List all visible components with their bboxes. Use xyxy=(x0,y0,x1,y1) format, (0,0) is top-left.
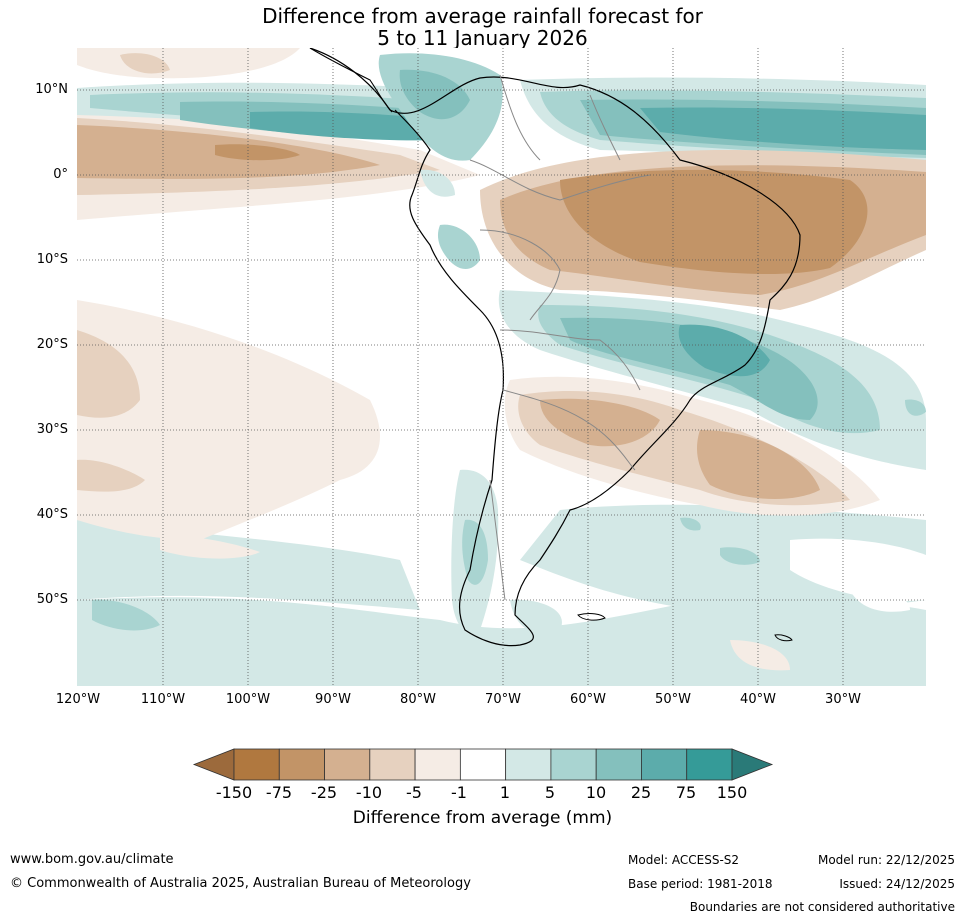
lon-label-60w: 60°W xyxy=(570,692,606,707)
central-america-coastline xyxy=(309,48,393,113)
footer-issued: Issued: 24/12/2025 xyxy=(839,877,955,891)
footer-model-run: Model run: 22/12/2025 xyxy=(817,853,955,867)
lon-label-70w: 70°W xyxy=(485,692,521,707)
footer-base-period: Base period: 1981-2018 xyxy=(628,877,773,891)
colorbar-swatch xyxy=(324,748,371,781)
lon-label-120w: 120°W xyxy=(55,692,101,707)
map-gridlines xyxy=(77,48,926,686)
lat-label-30s: 30°S xyxy=(36,422,68,437)
lon-label-80w: 80°W xyxy=(400,692,436,707)
anomaly-region-se-pacific-dry xyxy=(77,300,380,540)
colorbar-swatch xyxy=(369,748,416,781)
colorbar-arrow-high xyxy=(731,748,774,781)
colorbar-swatch xyxy=(550,748,597,781)
colorbar-arrow-low xyxy=(192,748,235,781)
colorbar-swatch xyxy=(233,748,280,781)
colorbar-swatch xyxy=(459,748,507,781)
footer-disclaimer: Boundaries are not considered authoritat… xyxy=(689,900,955,914)
footer-model: Model: ACCESS-S2 xyxy=(628,853,740,867)
lon-label-100w: 100°W xyxy=(225,692,271,707)
colorbar-swatch xyxy=(641,748,688,781)
colorbar xyxy=(192,748,774,781)
lat-label-10n: 10°N xyxy=(35,82,68,97)
colorbar-title: Difference from average (mm) xyxy=(352,808,613,828)
lat-label-40s: 40°S xyxy=(36,507,68,522)
map-title-line-1: Difference from average rainfall forecas… xyxy=(262,4,703,28)
colorbar-swatch xyxy=(595,748,642,781)
lat-label-20s: 20°S xyxy=(36,337,68,352)
lon-label-110w: 110°W xyxy=(140,692,186,707)
colorbar-tick-label: -25 xyxy=(310,783,338,802)
lon-label-90w: 90°W xyxy=(315,692,351,707)
colorbar-tick-label: -150 xyxy=(215,783,253,802)
country-borders xyxy=(469,74,651,601)
colorbar-tick-label: 5 xyxy=(544,783,556,802)
colorbar-tick-label: 75 xyxy=(675,783,697,802)
map-area xyxy=(77,48,926,686)
lon-label-40w: 40°W xyxy=(740,692,776,707)
colorbar-swatch xyxy=(686,748,733,781)
colorbar-swatch xyxy=(505,748,552,781)
south-america-coastline xyxy=(309,48,801,647)
colorbar-tick-label: -1 xyxy=(451,783,467,802)
map-title-line-2: 5 to 11 January 2026 xyxy=(377,26,588,50)
colorbar-tick-label: 25 xyxy=(630,783,652,802)
lat-label-0: 0° xyxy=(53,167,68,182)
lat-label-50s: 50°S xyxy=(36,592,68,607)
footer-website: www.bom.gov.au/climate xyxy=(10,852,174,867)
colorbar-tick-label: 1 xyxy=(499,783,511,802)
colorbar-tick-label: 150 xyxy=(716,783,748,802)
colorbar-tick-label: -75 xyxy=(265,783,293,802)
colorbar-tick-label: -5 xyxy=(406,783,422,802)
lat-label-10s: 10°S xyxy=(36,252,68,267)
colorbar-tick-label: 10 xyxy=(585,783,607,802)
colorbar-swatch xyxy=(278,748,325,781)
lon-label-50w: 50°W xyxy=(655,692,691,707)
anomaly-region-southern-wet-2 xyxy=(77,595,926,686)
colorbar-swatch xyxy=(414,748,461,781)
footer-copyright: © Commonwealth of Australia 2025, Austra… xyxy=(10,876,471,891)
anomaly-region-s-atlantic-wet xyxy=(520,504,926,615)
colorbar-tick-label: -10 xyxy=(355,783,383,802)
lon-label-30w: 30°W xyxy=(825,692,861,707)
